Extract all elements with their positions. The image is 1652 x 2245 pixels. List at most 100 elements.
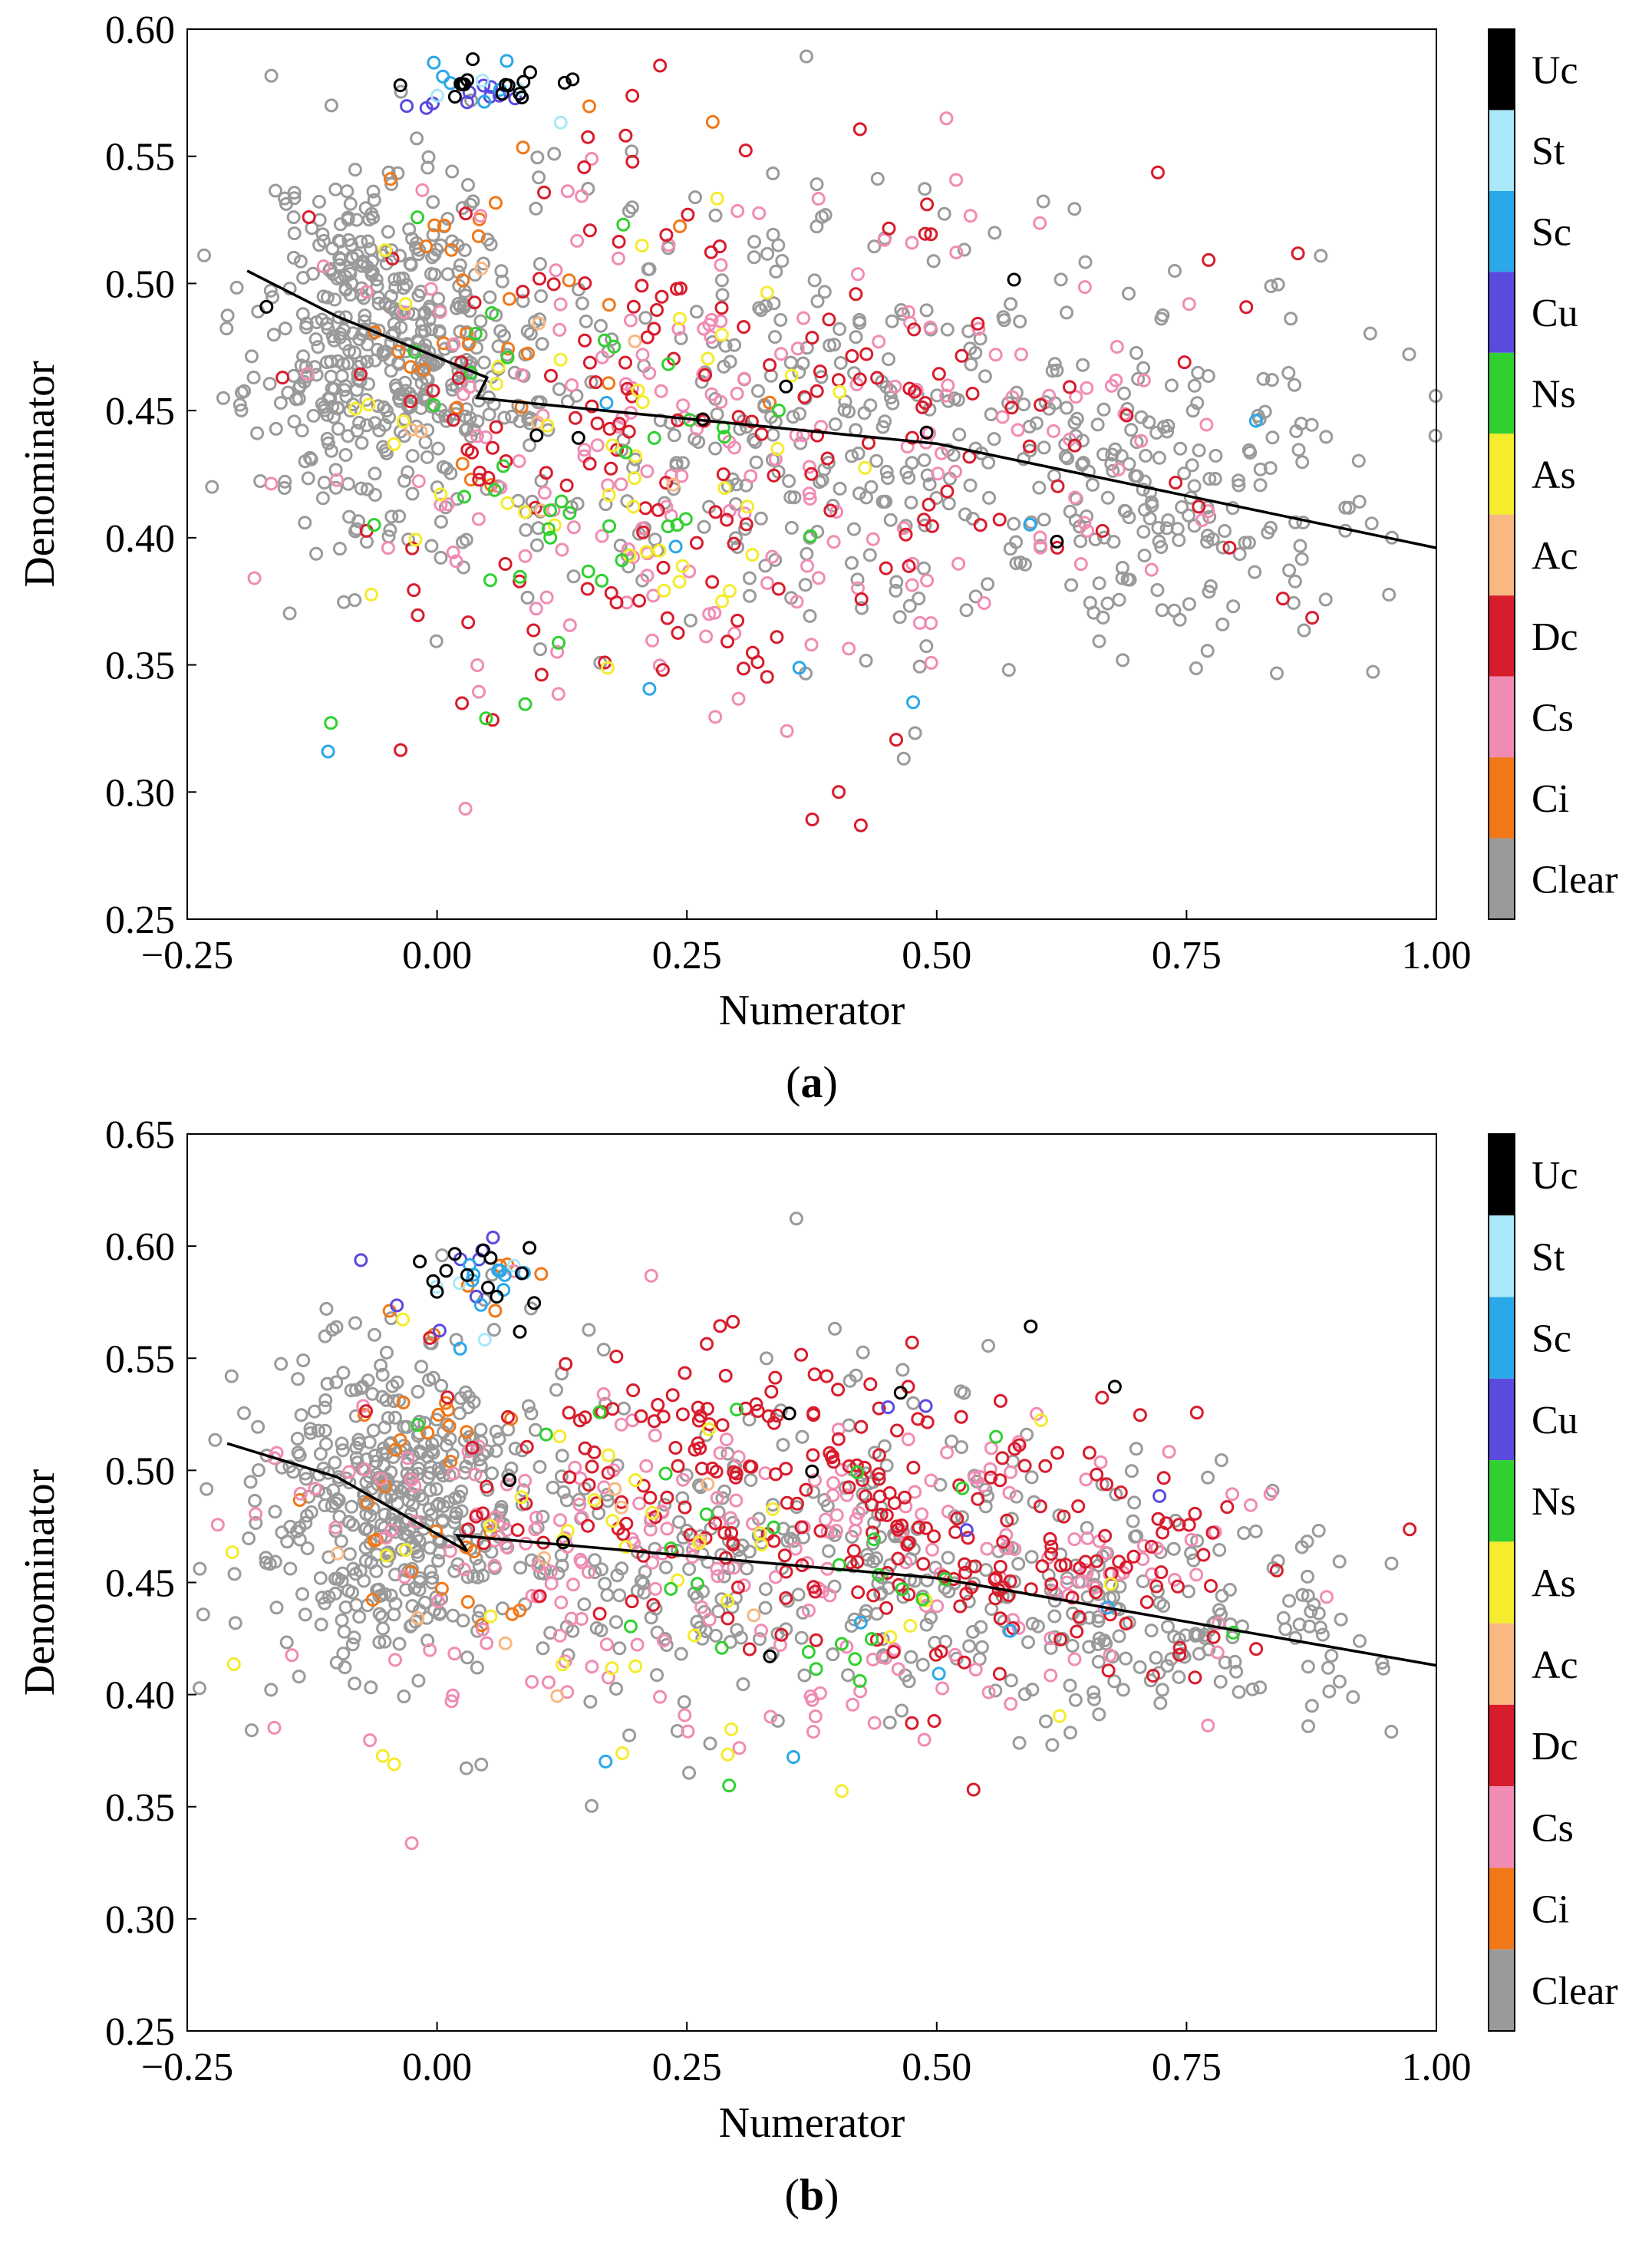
point-ci	[505, 1607, 519, 1621]
point-cs	[963, 209, 978, 223]
point-clear	[658, 1632, 672, 1646]
point-cs	[424, 282, 438, 296]
point-dc	[626, 1383, 641, 1397]
point-ns	[730, 1403, 744, 1417]
point-clear	[896, 751, 911, 766]
point-sc	[477, 94, 492, 109]
point-clear	[507, 365, 522, 380]
point-ci	[521, 346, 535, 361]
point-clear	[912, 659, 927, 674]
point-as	[225, 1545, 239, 1560]
point-cs	[470, 658, 485, 672]
point-as	[364, 587, 378, 602]
point-dc	[609, 1350, 624, 1363]
y-tick-label: 0.40	[105, 1674, 175, 1718]
point-cs	[746, 1516, 760, 1531]
point-dc	[716, 467, 730, 482]
point-clear	[1237, 1526, 1251, 1541]
point-clear	[463, 410, 477, 425]
point-cs	[694, 1600, 709, 1614]
point-ns	[850, 1465, 865, 1479]
point-dc	[973, 518, 988, 532]
point-clear	[269, 1601, 284, 1615]
point-clear	[534, 289, 549, 303]
point-clear	[881, 471, 895, 485]
point-as	[760, 285, 774, 300]
point-clear	[1200, 644, 1215, 658]
point-clear	[292, 381, 306, 395]
point-dc	[958, 1557, 971, 1571]
point-clear	[466, 194, 480, 209]
point-clear	[434, 1379, 449, 1393]
point-clear	[249, 1516, 263, 1530]
point-clear	[286, 250, 301, 265]
point-clear	[1012, 1736, 1027, 1750]
point-dc	[950, 1512, 964, 1526]
point-clear	[988, 1683, 1003, 1698]
point-clear	[337, 1624, 351, 1639]
point-clear	[331, 401, 345, 416]
point-dc	[807, 1367, 822, 1382]
point-as	[348, 401, 363, 416]
point-cs	[1210, 1645, 1225, 1660]
point-clear	[423, 1336, 437, 1350]
point-dc	[805, 331, 819, 345]
x-tick-label: 1.00	[1402, 934, 1472, 977]
piecewise-fit-line	[226, 1442, 1437, 1667]
point-cs	[1136, 373, 1151, 387]
point-clear	[1063, 504, 1077, 519]
point-clear	[1428, 428, 1443, 443]
point-clear	[1332, 1674, 1347, 1689]
point-clear	[941, 496, 956, 511]
x-tick-label: 0.25	[652, 2046, 722, 2089]
point-clear	[1073, 534, 1088, 549]
point-dc	[853, 818, 868, 832]
point-clear	[1100, 596, 1115, 611]
point-dc	[498, 557, 513, 571]
point-dc	[653, 58, 668, 73]
point-ci	[439, 1396, 453, 1410]
point-dc	[1202, 252, 1216, 267]
point-clear	[196, 1607, 210, 1622]
point-clear	[337, 595, 351, 609]
point-clear	[298, 516, 312, 530]
point-clear	[917, 561, 932, 575]
point-cs	[619, 595, 634, 610]
point-cs	[447, 1466, 460, 1481]
point-cs	[714, 258, 728, 272]
point-clear	[867, 239, 882, 254]
point-clear	[392, 509, 407, 523]
point-clear	[1282, 563, 1297, 578]
point-clear	[328, 1455, 342, 1470]
point-as	[398, 1543, 413, 1558]
point-cs	[653, 1690, 668, 1704]
point-clear	[1278, 1622, 1293, 1637]
point-clear	[766, 227, 780, 242]
point-cs	[802, 1604, 816, 1617]
point-cs	[981, 1685, 996, 1699]
point-dc	[779, 1591, 793, 1605]
point-ac	[628, 334, 642, 348]
point-cs	[710, 1491, 724, 1505]
point-clear	[348, 163, 362, 177]
point-clear	[334, 1534, 348, 1548]
point-clear	[279, 1635, 294, 1650]
point-clear	[800, 49, 813, 64]
point-dc	[581, 1518, 595, 1533]
point-clear	[397, 1690, 411, 1703]
point-clear	[286, 210, 301, 225]
point-clear	[1281, 366, 1296, 380]
point-clear	[1091, 1614, 1106, 1628]
point-as	[626, 499, 641, 514]
point-uc	[1050, 534, 1064, 549]
point-clear	[978, 369, 992, 384]
point-dc	[1206, 1630, 1221, 1644]
point-clear	[1086, 605, 1101, 620]
point-dc	[1095, 1390, 1110, 1405]
point-uc	[1007, 272, 1021, 287]
point-cs	[917, 1732, 932, 1747]
point-cs	[1042, 388, 1057, 403]
point-clear	[765, 1647, 780, 1661]
point-clear	[335, 1443, 350, 1458]
point-clear	[308, 360, 322, 374]
